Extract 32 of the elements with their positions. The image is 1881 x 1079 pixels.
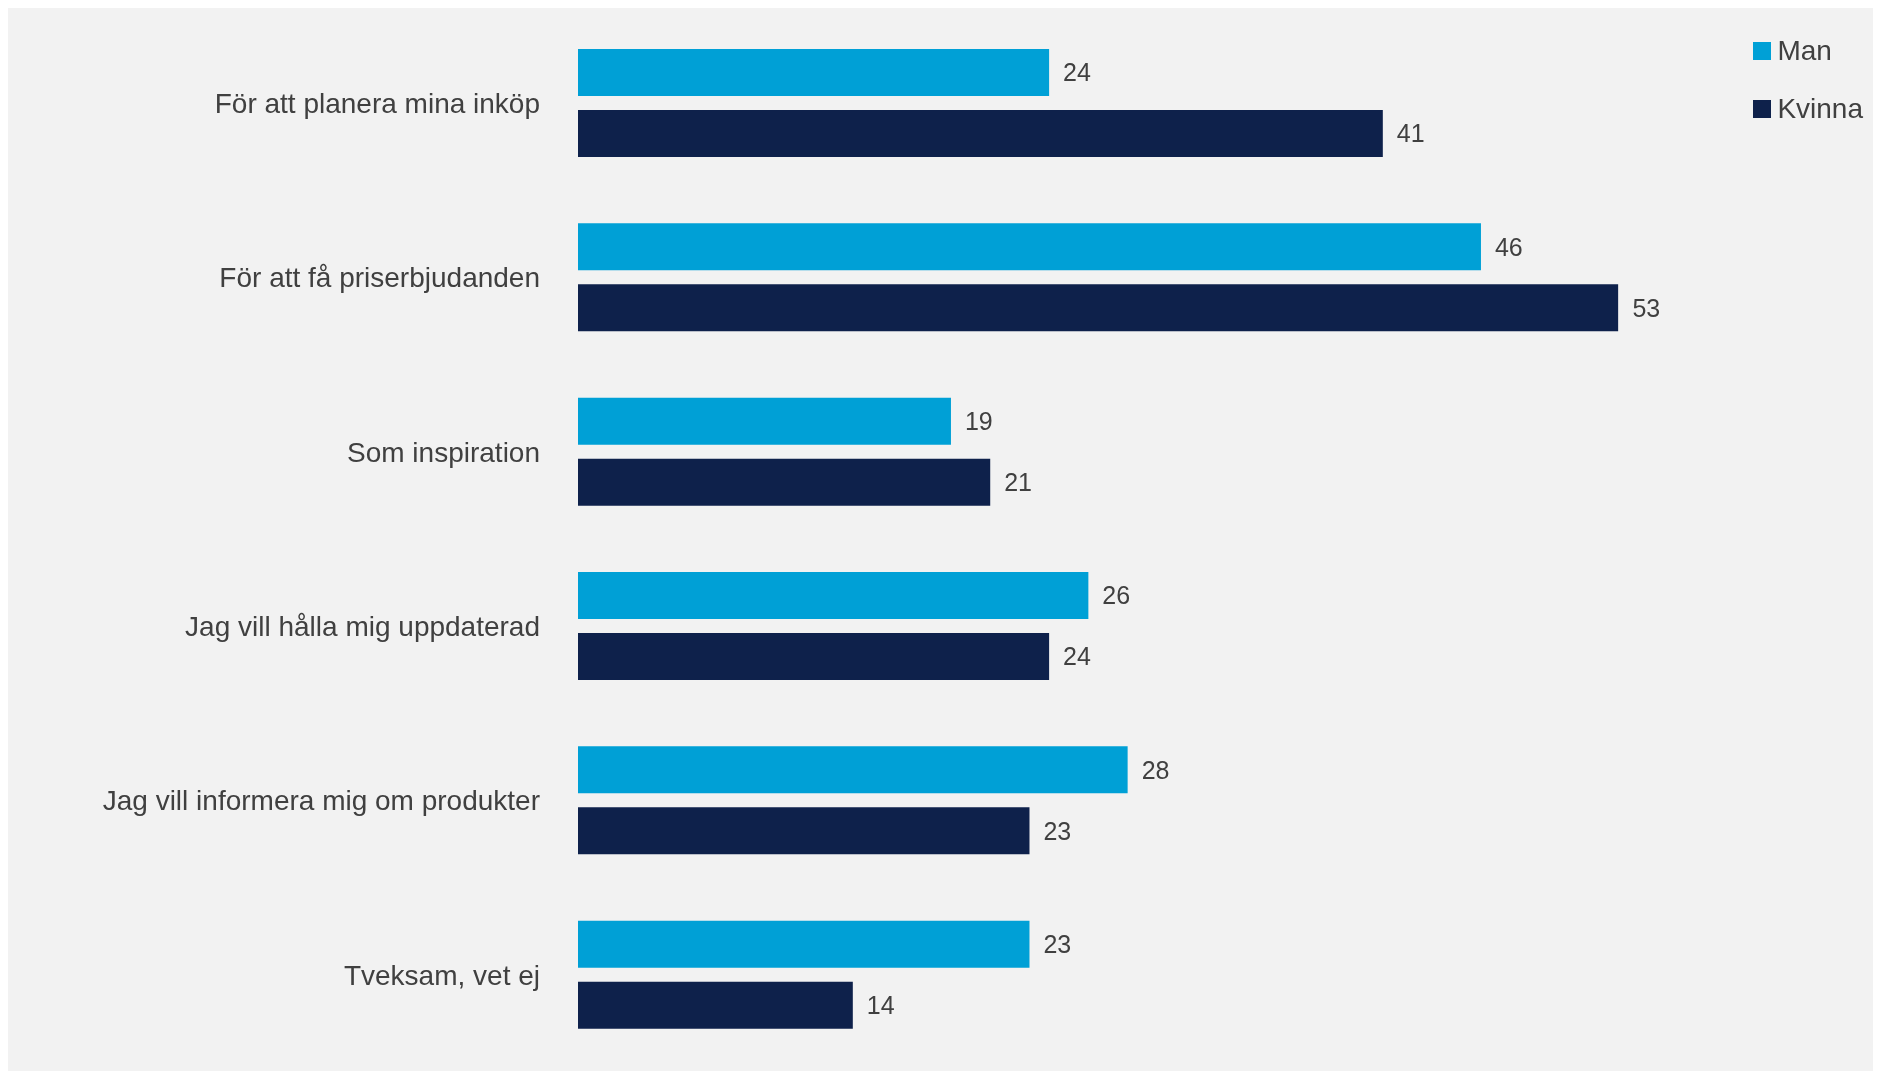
data-label: 14	[866, 991, 895, 1020]
bar	[578, 284, 1619, 332]
data-label: 21	[1004, 468, 1033, 497]
data-label: 24	[1063, 642, 1092, 671]
legend-label: Man	[1776, 34, 1833, 68]
bar	[578, 110, 1383, 157]
bar	[578, 572, 1089, 619]
y-tick-label: Jag vill informera mig om produkter	[102, 785, 540, 817]
y-tick-label: För att planera mina inköp	[214, 88, 540, 120]
bar	[578, 49, 1050, 96]
bar	[578, 397, 951, 445]
bar	[578, 746, 1128, 794]
y-tick-label: För att få priserbjudanden	[219, 262, 540, 294]
y-tick-label: Tveksam, vet ej	[343, 959, 540, 991]
data-label: 53	[1632, 293, 1661, 322]
bar	[578, 807, 1030, 855]
data-label: 41	[1396, 119, 1425, 148]
data-label: 19	[964, 407, 993, 436]
y-tick-label: Jag vill hålla mig uppdaterad	[185, 611, 540, 643]
data-label: 28	[1141, 755, 1170, 784]
data-label: 26	[1102, 581, 1131, 610]
bar	[578, 458, 991, 506]
data-label: 46	[1494, 232, 1523, 261]
y-tick-label: Som inspiration	[347, 436, 540, 468]
data-label: 23	[1043, 930, 1072, 959]
bar	[578, 920, 1030, 968]
bar	[578, 981, 853, 1029]
data-label: 23	[1043, 816, 1072, 845]
legend-label: Kvinna	[1776, 92, 1863, 126]
bar	[578, 633, 1050, 680]
data-label: 24	[1063, 58, 1092, 87]
bar	[578, 223, 1481, 271]
